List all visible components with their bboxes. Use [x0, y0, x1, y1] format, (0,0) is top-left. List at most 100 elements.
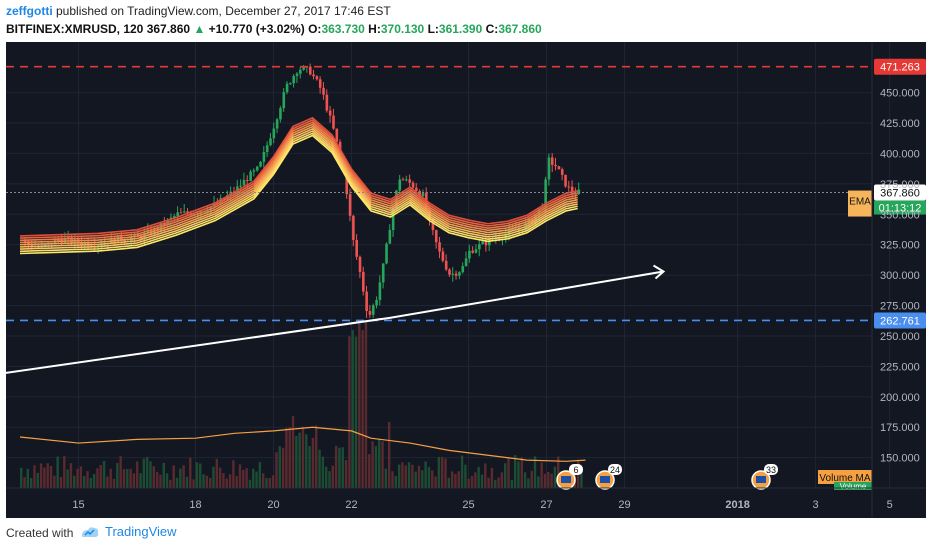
close-value: 367.860 [498, 22, 542, 36]
candle-body [444, 260, 448, 270]
ema-line [19, 127, 578, 248]
volume-bar [580, 467, 583, 488]
volume-bar [136, 461, 139, 488]
volume-bar [530, 470, 533, 488]
candle-body [275, 119, 279, 129]
price-axis[interactable]: 450.000 425.000 400.000 375.000 350.000 325.0… [871, 42, 920, 518]
volume-bar [155, 471, 159, 488]
volume-bar [261, 473, 265, 488]
candle-body [116, 235, 120, 244]
trend-line[interactable] [0, 270, 664, 375]
y-tick-label: 325.000 [880, 240, 920, 252]
volume-bar [480, 474, 484, 488]
volume-bar [235, 475, 238, 488]
volume-bar [500, 472, 504, 488]
candle-body [315, 76, 319, 80]
candle-body [219, 198, 223, 204]
volume-bar [520, 457, 523, 488]
volume-bar [523, 472, 527, 488]
candle-body [282, 92, 286, 109]
tradingview-link[interactable]: TradingView [80, 524, 177, 539]
support-price-label: 262.761 [880, 315, 920, 327]
candle-body [411, 182, 415, 188]
volume-bar [487, 477, 490, 488]
volume-bar [159, 474, 162, 488]
volume-bar [510, 479, 514, 488]
last-price: 367.860 [146, 22, 191, 36]
volume-ma-line [19, 426, 586, 462]
y-tick-label: 200.000 [880, 392, 920, 404]
candle-body [269, 138, 272, 146]
volume-bar [255, 471, 258, 488]
candle-body [226, 195, 229, 199]
candle-body [183, 211, 186, 213]
resistance-price-label: 471.263 [880, 62, 920, 74]
candle-body [299, 69, 302, 74]
volume-bar [268, 477, 272, 488]
chart-area[interactable]: 471.263 367.860 262.761 01:13:12 EMA Volume M… [0, 42, 926, 518]
candle-body [332, 115, 335, 129]
volume-bar [29, 478, 33, 488]
volume-bar [205, 475, 209, 488]
event-count-badge [764, 464, 778, 475]
x-tick-label: 5 [887, 499, 893, 511]
candle-body [123, 240, 126, 242]
volume-bar [145, 456, 149, 488]
candle-body [136, 234, 140, 237]
volume-bar [368, 454, 371, 488]
volume-bar [73, 475, 76, 488]
candle-body [405, 179, 408, 181]
candle-body [206, 210, 209, 212]
volume-bar [142, 458, 146, 488]
volume-bar [56, 456, 59, 488]
open-label: O: [308, 22, 322, 36]
candle-body [355, 239, 358, 257]
footer: Created with TradingView [0, 518, 932, 550]
candle-body [461, 266, 465, 273]
volume-bar [387, 421, 391, 488]
up-triangle-icon: ▲ [193, 22, 206, 36]
candle-body [328, 110, 332, 116]
volume-bar [212, 466, 215, 488]
volume-bar [228, 474, 232, 488]
candle-body [325, 94, 329, 111]
candle-body [212, 202, 216, 207]
x-tick-label: 29 [618, 499, 630, 511]
volume-bar [33, 465, 36, 488]
volume-bar [116, 462, 119, 488]
volume-bar [411, 464, 414, 488]
volume-bar [540, 462, 543, 488]
volume-bar [232, 460, 235, 488]
candle-body [239, 185, 242, 187]
volume-bar [225, 478, 228, 488]
resistance-price-tag [874, 58, 926, 75]
candle-body [285, 83, 289, 93]
volume-bar [441, 456, 444, 488]
volume-bar [460, 455, 464, 488]
candle-body [242, 179, 246, 186]
volume-bar [517, 461, 520, 488]
volume-bar [417, 465, 421, 488]
volume-bar [550, 473, 553, 488]
candle-body [272, 128, 276, 139]
y-tick-label: 250.000 [880, 331, 920, 343]
volume-bar [401, 462, 404, 488]
volume-bar [69, 463, 73, 488]
candle-body [431, 218, 435, 231]
author-link[interactable]: zeffgotti [6, 4, 53, 18]
candle-body [434, 230, 438, 243]
price-chart[interactable]: 471.263 367.860 262.761 01:13:12 EMA Volume M… [0, 42, 926, 518]
volume-bar [477, 466, 480, 488]
volume-bar [96, 468, 99, 488]
time-axis[interactable]: 15 18 20 22 25 27 29 2018 3 5 [6, 487, 926, 511]
event-count-label: 24 [610, 465, 620, 475]
volume-bar [328, 471, 331, 488]
volume-bar [331, 465, 335, 488]
us-flag-icon [600, 476, 610, 483]
candle-body [560, 169, 564, 175]
publish-info: published on TradingView.com, December 2… [56, 4, 391, 18]
high-value: 370.130 [380, 22, 425, 36]
candle-body [577, 189, 581, 195]
volume-bar [305, 434, 308, 488]
candle-body [570, 186, 574, 194]
